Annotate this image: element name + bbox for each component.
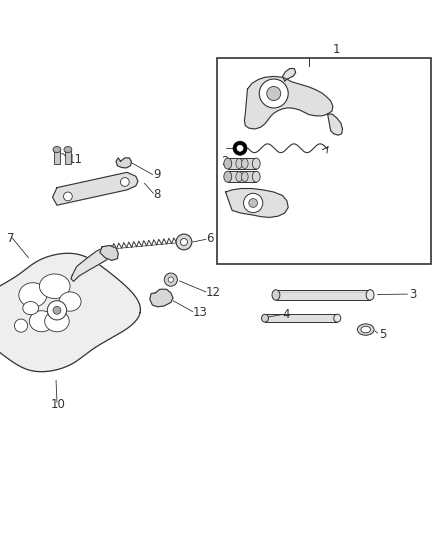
Circle shape	[168, 277, 173, 282]
Polygon shape	[71, 246, 114, 281]
Polygon shape	[328, 114, 343, 135]
Text: 8: 8	[153, 188, 161, 201]
Circle shape	[259, 79, 288, 108]
Circle shape	[53, 306, 61, 314]
Ellipse shape	[224, 158, 232, 169]
Bar	[276, 290, 370, 300]
Polygon shape	[53, 172, 138, 205]
Circle shape	[237, 145, 243, 151]
Ellipse shape	[19, 282, 47, 307]
Text: 12: 12	[206, 286, 221, 300]
Ellipse shape	[45, 311, 69, 332]
Text: 11: 11	[68, 152, 83, 166]
Circle shape	[180, 238, 187, 246]
Bar	[228, 158, 256, 169]
Text: 3: 3	[410, 288, 417, 302]
Text: 6: 6	[206, 231, 213, 245]
Circle shape	[120, 177, 129, 187]
Ellipse shape	[334, 314, 341, 322]
Ellipse shape	[252, 171, 260, 182]
Ellipse shape	[366, 290, 374, 300]
Ellipse shape	[59, 292, 81, 311]
Circle shape	[267, 86, 281, 101]
Ellipse shape	[252, 158, 260, 169]
Text: 10: 10	[50, 398, 65, 411]
Polygon shape	[0, 253, 141, 372]
Bar	[54, 151, 60, 165]
Circle shape	[164, 273, 177, 286]
Ellipse shape	[39, 274, 70, 298]
Ellipse shape	[236, 159, 243, 168]
Ellipse shape	[361, 326, 371, 333]
Ellipse shape	[242, 159, 248, 168]
Polygon shape	[100, 246, 118, 260]
Text: 7: 7	[7, 231, 14, 245]
Polygon shape	[244, 76, 333, 129]
Ellipse shape	[357, 324, 374, 335]
Ellipse shape	[272, 290, 280, 300]
Circle shape	[176, 234, 192, 250]
Circle shape	[249, 199, 258, 207]
Bar	[217, 59, 431, 264]
Circle shape	[47, 301, 67, 320]
Circle shape	[64, 192, 72, 201]
Text: 9: 9	[153, 168, 161, 181]
Text: 1: 1	[333, 43, 340, 56]
Ellipse shape	[23, 302, 39, 314]
Bar	[265, 314, 337, 322]
Circle shape	[14, 319, 28, 332]
Ellipse shape	[224, 171, 232, 182]
Ellipse shape	[242, 172, 248, 182]
Ellipse shape	[53, 147, 61, 152]
Polygon shape	[283, 69, 296, 81]
Text: 5: 5	[379, 328, 386, 341]
Polygon shape	[226, 189, 288, 217]
Ellipse shape	[261, 314, 268, 322]
Text: 2: 2	[221, 155, 229, 168]
Text: 4: 4	[283, 308, 290, 321]
Polygon shape	[116, 158, 131, 168]
Ellipse shape	[29, 311, 54, 332]
Text: 13: 13	[193, 306, 208, 319]
Circle shape	[233, 141, 247, 155]
Ellipse shape	[236, 172, 243, 182]
Bar	[65, 151, 71, 165]
Bar	[228, 171, 256, 182]
Polygon shape	[150, 289, 173, 307]
Circle shape	[244, 193, 263, 213]
Ellipse shape	[64, 147, 72, 152]
